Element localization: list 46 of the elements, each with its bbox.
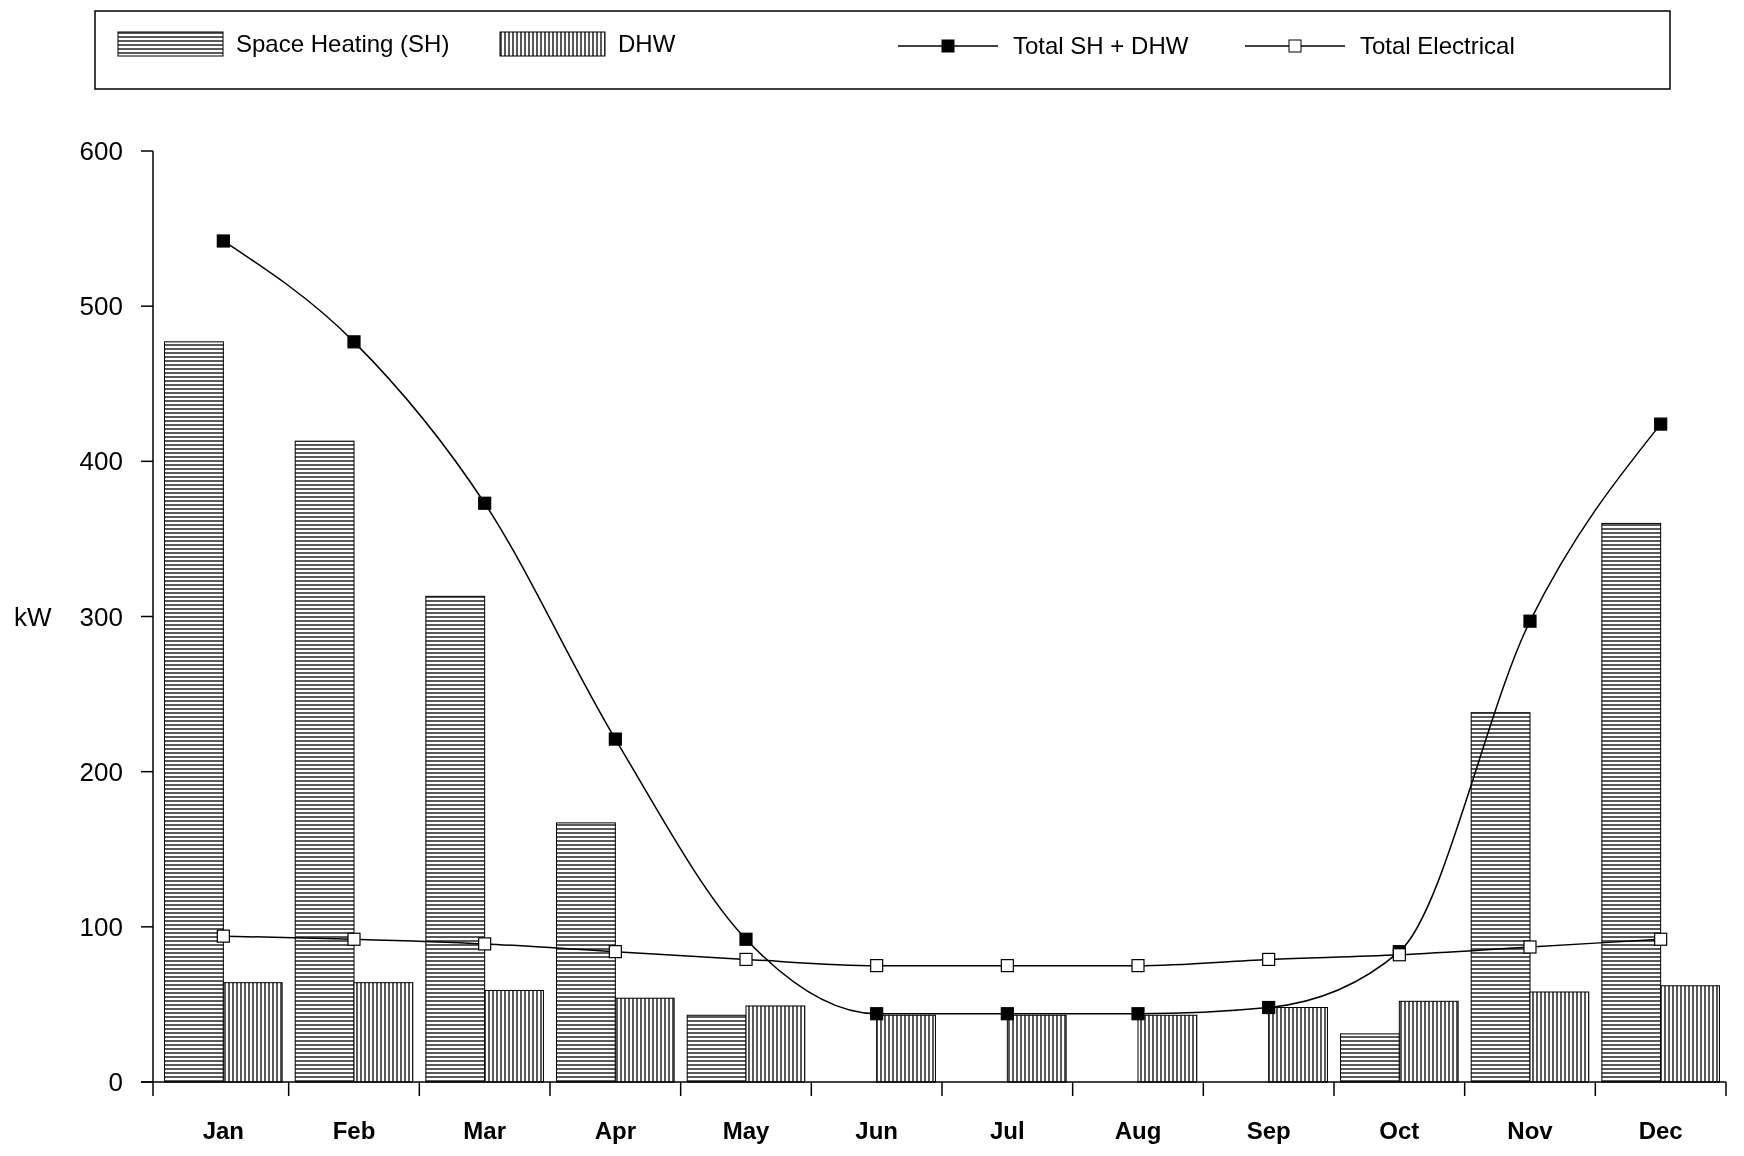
point bbox=[478, 496, 492, 510]
x-tick-label: Sep bbox=[1246, 1117, 1291, 1144]
x-tick-label: Nov bbox=[1507, 1117, 1554, 1144]
point bbox=[1000, 959, 1014, 973]
point bbox=[608, 732, 622, 746]
point bbox=[1000, 1007, 1014, 1021]
point bbox=[870, 959, 884, 973]
x-tick-label: Aug bbox=[1114, 1117, 1162, 1144]
point bbox=[870, 1007, 884, 1021]
x-tick-label: May bbox=[722, 1117, 770, 1144]
point bbox=[478, 937, 492, 951]
point bbox=[1262, 1000, 1276, 1015]
x-tick-label: Jan bbox=[202, 1117, 245, 1144]
point bbox=[216, 234, 230, 248]
point bbox=[347, 335, 361, 349]
point bbox=[608, 945, 622, 959]
x-tick-label: Jun bbox=[855, 1117, 898, 1144]
y-axis-title: kW bbox=[14, 601, 52, 632]
point bbox=[216, 929, 230, 943]
x-tick-label: Mar bbox=[463, 1117, 507, 1144]
y-tick-label: 500 bbox=[79, 291, 123, 322]
legend-label: Total Electrical bbox=[1360, 32, 1515, 59]
y-tick-label: 400 bbox=[79, 446, 123, 477]
x-tick-label: Apr bbox=[594, 1117, 637, 1144]
point bbox=[1131, 1007, 1145, 1021]
point bbox=[1262, 952, 1276, 967]
x-tick-label: Jul bbox=[989, 1117, 1025, 1144]
point bbox=[739, 952, 753, 967]
point bbox=[1523, 940, 1537, 954]
y-tick-label: 600 bbox=[79, 136, 123, 166]
point bbox=[347, 932, 361, 946]
legend-label: DHW bbox=[618, 30, 676, 57]
legend-label: Space Heating (SH) bbox=[236, 30, 450, 57]
point bbox=[1131, 959, 1145, 973]
point bbox=[1523, 614, 1537, 628]
y-tick-label: 200 bbox=[79, 756, 123, 787]
x-tick-label: Oct bbox=[1379, 1117, 1420, 1144]
y-tick-label: 300 bbox=[79, 601, 123, 632]
y-tick-label: 0 bbox=[108, 1067, 123, 1097]
point bbox=[1654, 932, 1668, 946]
point bbox=[1654, 417, 1668, 431]
legend-label: Total SH + DHW bbox=[1013, 32, 1189, 59]
y-tick-label: 100 bbox=[79, 911, 123, 942]
point bbox=[739, 932, 753, 946]
x-tick-label: Feb bbox=[332, 1117, 376, 1144]
x-tick-label: Dec bbox=[1638, 1117, 1683, 1144]
